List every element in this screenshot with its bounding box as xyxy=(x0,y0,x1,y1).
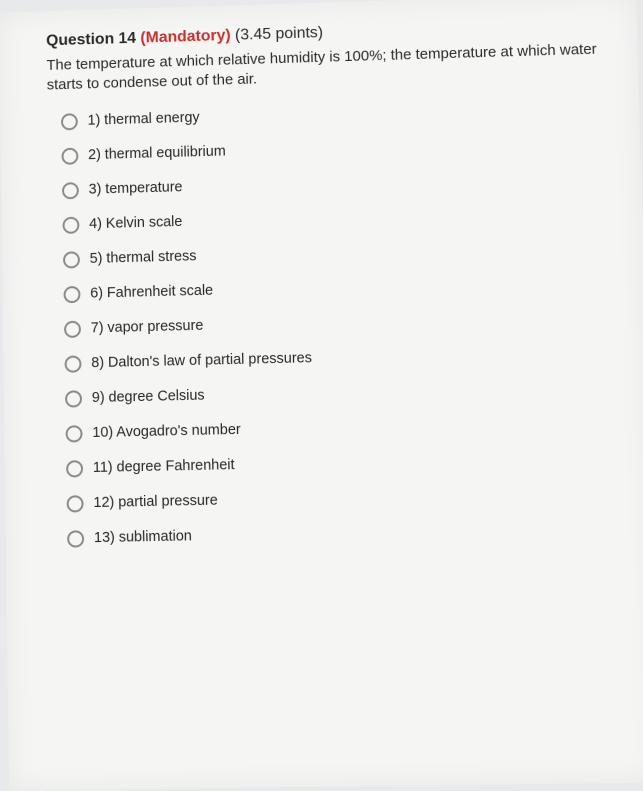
radio-icon[interactable] xyxy=(66,425,83,442)
option-6[interactable]: 6) Fahrenheit scale xyxy=(63,272,624,303)
option-10[interactable]: 10) Avogadro's number xyxy=(66,413,629,442)
radio-icon[interactable] xyxy=(67,530,84,547)
option-12[interactable]: 12) partial pressure xyxy=(67,484,631,512)
option-5[interactable]: 5) thermal stress xyxy=(63,237,623,268)
option-7[interactable]: 7) vapor pressure xyxy=(64,307,625,337)
option-1[interactable]: 1) thermal energy xyxy=(61,97,619,130)
option-label: 9) degree Celsius xyxy=(92,388,205,406)
radio-icon[interactable] xyxy=(67,495,84,512)
radio-icon[interactable] xyxy=(65,355,82,372)
radio-icon[interactable] xyxy=(61,147,78,164)
radio-icon[interactable] xyxy=(62,216,79,233)
option-3[interactable]: 3) temperature xyxy=(62,167,621,199)
mandatory-flag: (Mandatory) xyxy=(140,27,231,46)
radio-icon[interactable] xyxy=(62,182,79,199)
question-number: Question 14 xyxy=(46,30,136,49)
options-list: 1) thermal energy 2) thermal equilibrium… xyxy=(47,97,631,547)
radio-icon[interactable] xyxy=(66,460,83,477)
radio-icon[interactable] xyxy=(65,390,82,407)
question-points: (3.45 points) xyxy=(235,24,323,43)
option-8[interactable]: 8) Dalton's law of partial pressures xyxy=(65,343,627,373)
radio-icon[interactable] xyxy=(61,113,78,130)
option-label: 3) temperature xyxy=(89,179,183,197)
option-label: 5) thermal stress xyxy=(90,248,197,267)
option-label: 13) sublimation xyxy=(94,528,192,546)
option-4[interactable]: 4) Kelvin scale xyxy=(62,202,622,233)
option-label: 12) partial pressure xyxy=(93,493,218,511)
option-label: 10) Avogadro's number xyxy=(92,422,241,441)
option-label: 4) Kelvin scale xyxy=(89,214,182,232)
radio-icon[interactable] xyxy=(64,320,81,337)
option-label: 8) Dalton's law of partial pressures xyxy=(91,350,312,371)
option-11[interactable]: 11) degree Fahrenheit xyxy=(66,449,629,477)
radio-icon[interactable] xyxy=(63,251,80,268)
option-9[interactable]: 9) degree Celsius xyxy=(65,378,627,407)
radio-icon[interactable] xyxy=(63,285,80,302)
option-label: 7) vapor pressure xyxy=(91,318,204,337)
question-sheet: Question 14 (Mandatory) (3.45 points) Th… xyxy=(0,0,643,791)
option-label: 6) Fahrenheit scale xyxy=(90,283,213,302)
option-label: 11) degree Fahrenheit xyxy=(93,457,235,476)
option-label: 1) thermal energy xyxy=(87,110,199,129)
option-13[interactable]: 13) sublimation xyxy=(67,520,631,548)
option-2[interactable]: 2) thermal equilibrium xyxy=(61,132,620,164)
option-label: 2) thermal equilibrium xyxy=(88,144,226,164)
